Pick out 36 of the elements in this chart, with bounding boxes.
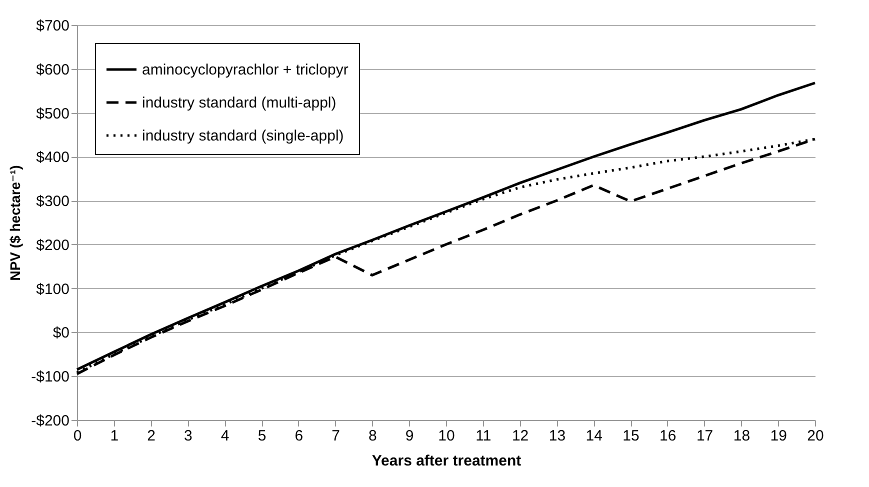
y-tick-label: $700 (36, 18, 70, 34)
x-tick-label: 20 (807, 428, 824, 444)
y-tick-label: $600 (36, 61, 70, 78)
x-tick-label: 10 (438, 428, 455, 444)
x-tick-label: 11 (476, 428, 492, 444)
x-tick-label: 5 (258, 428, 266, 444)
x-tick-label: 9 (405, 428, 414, 444)
y-tick-label: $500 (36, 105, 70, 122)
x-tick-label: 16 (660, 428, 676, 444)
y-tick-label: $400 (36, 149, 70, 166)
x-axis-title: Years after treatment (372, 452, 522, 470)
x-tick-label: 3 (184, 428, 192, 444)
x-tick-label: 1 (110, 428, 119, 444)
x-tick-label: 13 (548, 428, 566, 444)
x-tick-label: 4 (220, 428, 230, 444)
legend-label: industry standard (multi-appl) (142, 94, 336, 112)
x-tick-label: 12 (512, 428, 529, 444)
x-tick-label: 18 (733, 428, 750, 444)
y-tick-label: $0 (52, 324, 70, 342)
x-tick-label: 7 (332, 428, 340, 444)
x-tick-label: 14 (586, 428, 602, 444)
y-axis-title: NPV ($ hectare⁻¹) (7, 165, 24, 281)
y-tick-label: -$200 (31, 412, 70, 430)
x-tick-label: 17 (696, 428, 714, 444)
legend-label: aminocyclopyrachlor + triclopyr (142, 62, 348, 78)
x-tick-label: 19 (770, 428, 787, 444)
legend-label: industry standard (single-appl) (142, 128, 344, 144)
y-tick-label: $200 (36, 236, 70, 254)
y-tick-label: $100 (36, 280, 70, 298)
y-tick-label: $300 (36, 193, 70, 210)
x-tick-label: 8 (368, 428, 377, 444)
x-tick-label: 15 (622, 428, 640, 444)
x-tick-label: 2 (147, 428, 156, 444)
x-tick-label: 0 (73, 428, 82, 444)
x-tick-label: 6 (294, 428, 304, 444)
y-tick-label: -$100 (31, 368, 70, 386)
